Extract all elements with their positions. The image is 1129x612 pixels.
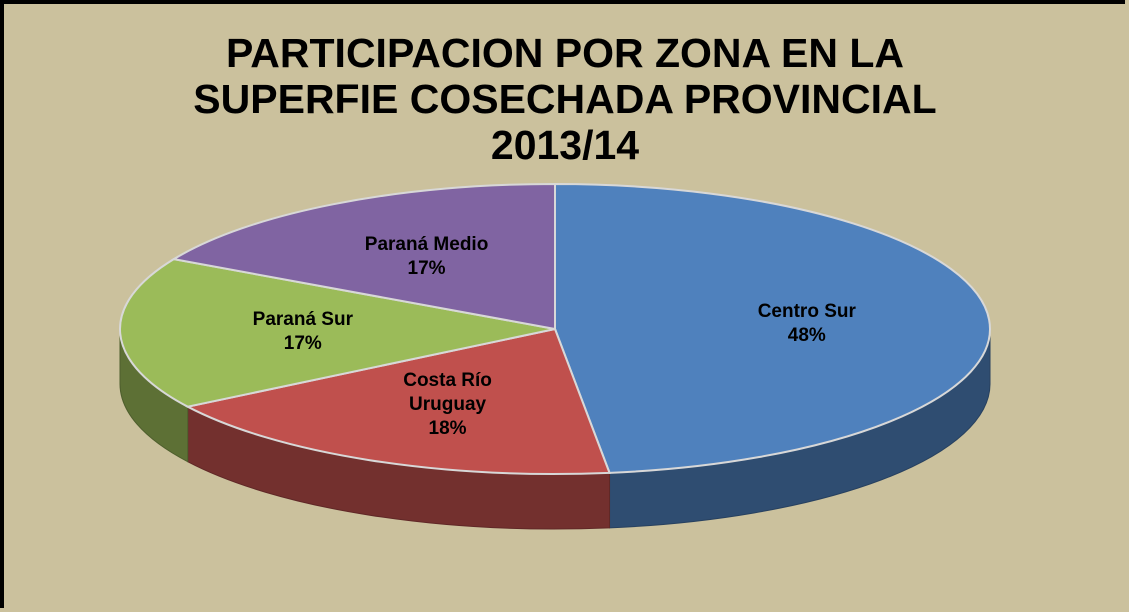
slice: [184, 327, 611, 475]
label-value: 17%: [283, 332, 322, 354]
label-value: 17%: [407, 257, 446, 279]
slice: [119, 258, 556, 408]
slice: [554, 182, 991, 474]
data-label: Paraná Sur 17%: [238, 308, 368, 356]
label-category: Paraná Medio: [364, 233, 489, 255]
label-value: 18%: [428, 418, 467, 440]
label-value: 48%: [787, 324, 826, 346]
label-category: Costa Río Uruguay: [403, 370, 492, 416]
label-category: Paraná Sur: [252, 308, 353, 330]
label-category: Centro Sur: [757, 300, 856, 322]
slice: [171, 182, 556, 331]
data-label: Costa Río Uruguay 18%: [383, 369, 513, 441]
data-label: Centro Sur 48%: [742, 300, 872, 348]
data-label: Paraná Medio 17%: [362, 233, 492, 281]
chart-title: PARTICIPACION POR ZONA EN LA SUPERFIE CO…: [193, 30, 937, 168]
